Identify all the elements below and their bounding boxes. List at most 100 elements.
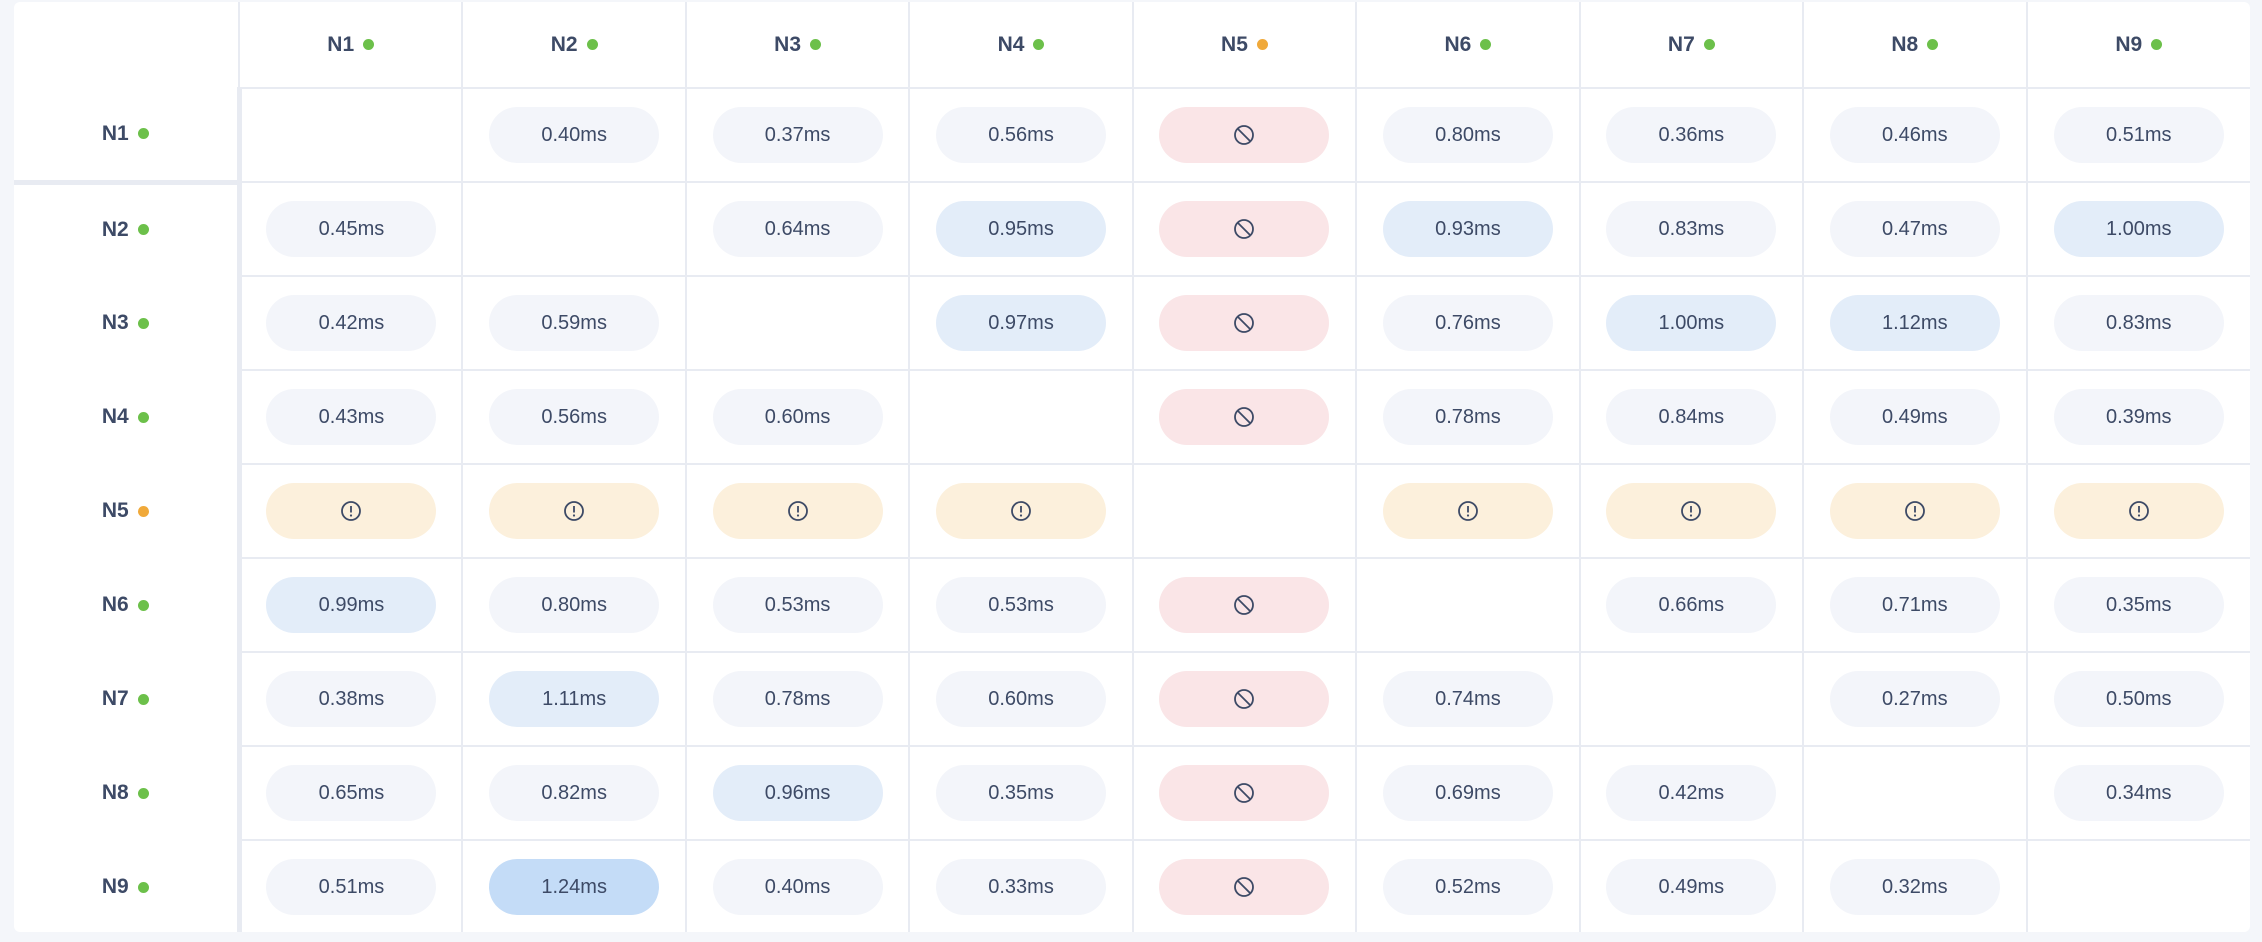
- latency-pill[interactable]: 0.46ms: [1829, 107, 2000, 163]
- row-header-n7: N7: [14, 651, 242, 747]
- latency-pill[interactable]: 0.69ms: [1382, 765, 1553, 821]
- latency-pill[interactable]: 0.33ms: [936, 859, 1107, 915]
- latency-pill[interactable]: 0.59ms: [489, 295, 660, 351]
- node-label: N7: [1668, 33, 1715, 57]
- latency-pill[interactable]: 0.56ms: [489, 389, 660, 445]
- latency-pill[interactable]: 0.27ms: [1829, 671, 2000, 727]
- latency-pill[interactable]: 0.47ms: [1829, 201, 2000, 257]
- latency-pill[interactable]: 0.56ms: [936, 107, 1107, 163]
- latency-pill[interactable]: 0.49ms: [1829, 389, 2000, 445]
- row-header-n4: N4: [14, 369, 242, 465]
- latency-pill[interactable]: 0.93ms: [1382, 201, 1553, 257]
- matrix-cell: [2025, 463, 2250, 559]
- matrix-cell: 0.45ms: [237, 181, 464, 277]
- latency-pill[interactable]: 0.84ms: [1606, 389, 1777, 445]
- blocked-pill[interactable]: [1159, 671, 1330, 727]
- latency-pill[interactable]: 0.38ms: [266, 671, 437, 727]
- node-name: N5: [101, 499, 129, 522]
- matrix-cell: 0.78ms: [1355, 369, 1581, 465]
- latency-pill[interactable]: 0.82ms: [489, 765, 660, 821]
- node-name: N4: [101, 405, 129, 428]
- latency-pill[interactable]: 0.53ms: [712, 577, 883, 633]
- latency-pill[interactable]: 0.35ms: [2053, 577, 2224, 633]
- latency-pill[interactable]: 0.42ms: [1606, 765, 1777, 821]
- latency-pill[interactable]: 0.97ms: [936, 295, 1107, 351]
- matrix-cell: [1131, 181, 1358, 277]
- latency-pill[interactable]: 0.32ms: [1829, 859, 2000, 915]
- latency-pill[interactable]: 0.83ms: [2053, 295, 2224, 351]
- latency-pill[interactable]: 0.39ms: [2053, 389, 2224, 445]
- latency-pill[interactable]: 0.37ms: [712, 107, 883, 163]
- status-dot-icon: [137, 599, 149, 611]
- latency-pill[interactable]: 0.71ms: [1829, 577, 2000, 633]
- latency-pill[interactable]: 1.11ms: [489, 671, 660, 727]
- latency-pill[interactable]: 1.24ms: [489, 859, 660, 915]
- latency-pill[interactable]: 0.78ms: [712, 671, 883, 727]
- warning-pill[interactable]: [2053, 483, 2224, 539]
- matrix-cell: 0.35ms: [2025, 557, 2250, 653]
- matrix-cell: 0.33ms: [908, 839, 1134, 932]
- latency-pill[interactable]: 0.83ms: [1606, 201, 1777, 257]
- latency-pill[interactable]: 1.00ms: [2053, 201, 2224, 257]
- latency-pill[interactable]: 0.49ms: [1606, 859, 1777, 915]
- blocked-pill[interactable]: [1159, 201, 1330, 257]
- latency-pill[interactable]: 1.00ms: [1606, 295, 1777, 351]
- latency-pill[interactable]: 0.78ms: [1382, 389, 1553, 445]
- blocked-pill[interactable]: [1159, 389, 1330, 445]
- matrix-cell: 0.36ms: [1578, 87, 1805, 183]
- node-label: N9: [102, 875, 149, 899]
- latency-pill[interactable]: 0.80ms: [489, 577, 660, 633]
- status-dot-icon: [137, 411, 149, 423]
- latency-pill[interactable]: 0.53ms: [936, 577, 1107, 633]
- node-label: N8: [1891, 33, 1939, 57]
- warning-pill[interactable]: [936, 483, 1107, 539]
- latency-pill[interactable]: 0.60ms: [936, 671, 1107, 727]
- latency-pill[interactable]: 0.51ms: [2053, 107, 2224, 163]
- latency-pill[interactable]: 0.95ms: [936, 201, 1107, 257]
- matrix-cell: [1355, 463, 1581, 559]
- warning-icon: [1010, 500, 1032, 522]
- latency-pill[interactable]: 0.42ms: [266, 295, 437, 351]
- latency-pill[interactable]: 0.50ms: [2053, 671, 2224, 727]
- latency-pill[interactable]: 0.74ms: [1382, 671, 1553, 727]
- blocked-pill[interactable]: [1159, 107, 1330, 163]
- latency-pill[interactable]: 0.66ms: [1606, 577, 1777, 633]
- matrix-cell: 0.60ms: [908, 651, 1134, 747]
- latency-pill[interactable]: 0.65ms: [266, 765, 437, 821]
- warning-pill[interactable]: [266, 483, 437, 539]
- matrix-cell: 0.34ms: [2025, 745, 2250, 841]
- latency-pill[interactable]: 0.36ms: [1606, 107, 1777, 163]
- matrix-cell: [1802, 463, 2028, 559]
- latency-pill[interactable]: 0.99ms: [266, 577, 437, 633]
- blocked-pill[interactable]: [1159, 765, 1330, 821]
- warning-pill[interactable]: [712, 483, 883, 539]
- warning-pill[interactable]: [1606, 483, 1777, 539]
- latency-pill[interactable]: 0.76ms: [1382, 295, 1553, 351]
- matrix-cell: [1131, 463, 1358, 559]
- blocked-pill[interactable]: [1159, 859, 1330, 915]
- blocked-pill[interactable]: [1159, 577, 1330, 633]
- node-name: N5: [1221, 32, 1248, 56]
- latency-pill[interactable]: 0.45ms: [266, 201, 437, 257]
- latency-pill[interactable]: 0.51ms: [266, 859, 437, 915]
- latency-pill[interactable]: 1.12ms: [1829, 295, 2000, 351]
- status-dot-icon: [1033, 39, 1045, 50]
- latency-pill[interactable]: 0.40ms: [489, 107, 660, 163]
- warning-pill[interactable]: [1829, 483, 2000, 539]
- matrix-cell: [1802, 745, 2028, 841]
- latency-pill[interactable]: 0.60ms: [712, 389, 883, 445]
- latency-pill[interactable]: 0.52ms: [1382, 859, 1553, 915]
- latency-pill[interactable]: 0.64ms: [712, 201, 883, 257]
- latency-pill[interactable]: 0.43ms: [266, 389, 437, 445]
- blocked-pill[interactable]: [1159, 295, 1330, 351]
- warning-pill[interactable]: [489, 483, 660, 539]
- latency-pill[interactable]: 0.96ms: [712, 765, 883, 821]
- latency-pill[interactable]: 0.34ms: [2053, 765, 2224, 821]
- latency-pill[interactable]: 0.80ms: [1382, 107, 1553, 163]
- node-name: N4: [997, 32, 1025, 56]
- node-label: N5: [102, 499, 149, 523]
- latency-pill[interactable]: 0.35ms: [936, 765, 1107, 821]
- latency-pill[interactable]: 0.40ms: [712, 859, 883, 915]
- column-header-n7: N7: [1578, 2, 1805, 88]
- warning-pill[interactable]: [1382, 483, 1553, 539]
